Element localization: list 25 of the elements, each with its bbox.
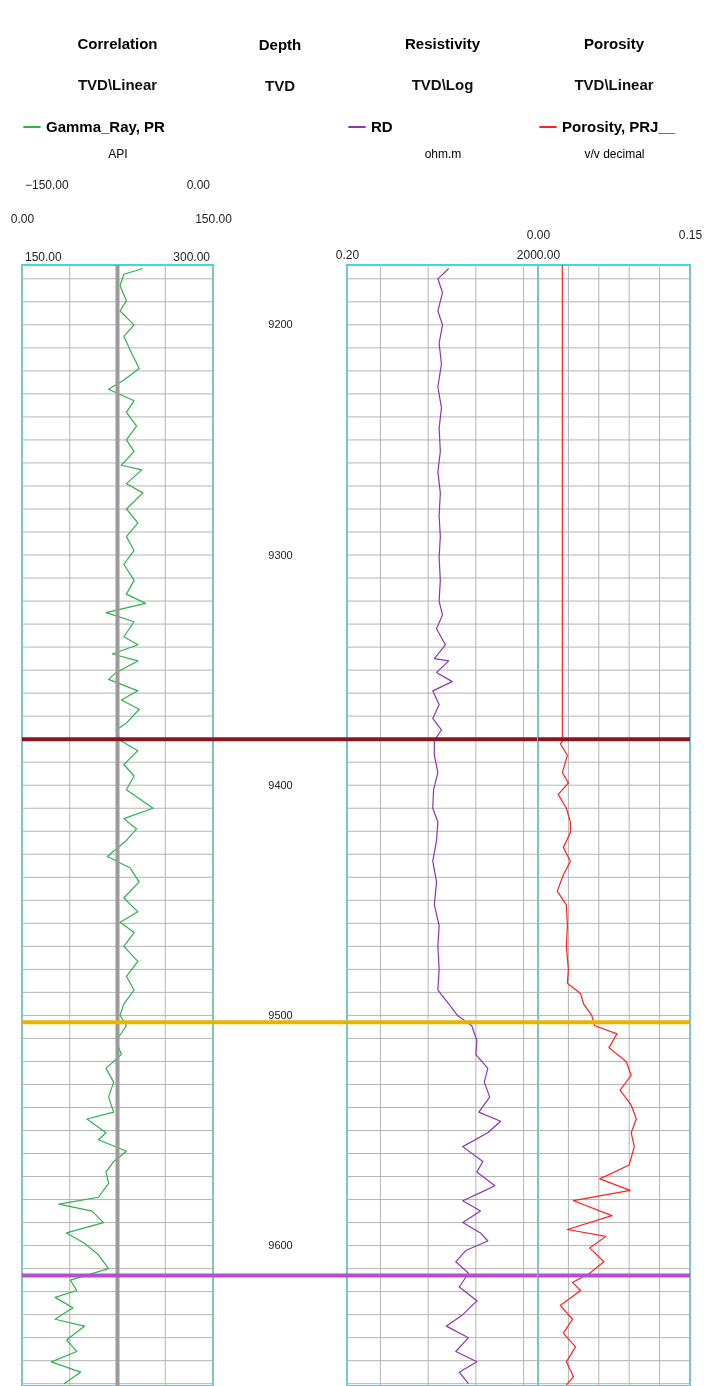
text: 300.00 bbox=[173, 250, 211, 264]
text: Depth bbox=[258, 36, 302, 53]
chart-subtitle: TVD\Linear bbox=[574, 76, 654, 93]
y-tick-label: 9600 bbox=[268, 1239, 293, 1252]
text: 0.00 bbox=[186, 178, 211, 192]
x-tick-label: 0.15 bbox=[678, 227, 703, 242]
legend-label: Porosity, PRJ__ bbox=[562, 118, 676, 135]
y-tick-label: 9200 bbox=[268, 318, 293, 331]
legend-label: RD bbox=[371, 118, 393, 135]
text: TVD bbox=[265, 77, 296, 94]
legend-label: Gamma_Ray, PR bbox=[46, 118, 166, 135]
chart-title: Resistivity bbox=[404, 35, 481, 52]
x-tick-label: 2000.00 bbox=[516, 247, 561, 262]
x-axis-title: ohm.m bbox=[424, 146, 462, 161]
chart-title: Correlation bbox=[77, 35, 158, 52]
y-tick-label: 9400 bbox=[268, 778, 293, 791]
chart-title: Porosity bbox=[583, 35, 645, 52]
y-tick-label: 9300 bbox=[268, 548, 293, 561]
y-tick-label: 9500 bbox=[268, 1008, 293, 1021]
x-axis-title: v/v decimal bbox=[584, 146, 645, 161]
text: −150.00 bbox=[25, 178, 70, 192]
chart-subtitle: TVD\Linear bbox=[77, 76, 158, 93]
chart-subtitle: TVD\Log bbox=[411, 76, 474, 93]
x-tick-label: 0.20 bbox=[335, 247, 360, 262]
x-axis-title: API bbox=[108, 146, 128, 161]
